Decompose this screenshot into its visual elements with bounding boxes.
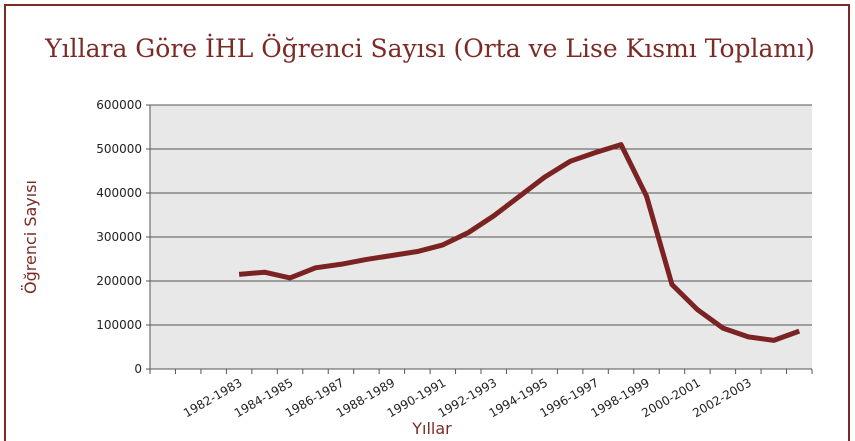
data-line [238,142,801,343]
y-tick-label: 300000 [96,230,142,244]
y-tick-label: 0 [134,362,142,376]
x-axis-label: Yıllar [411,419,452,438]
y-tick-label: 600000 [96,98,142,112]
y-tick-label: 400000 [96,186,142,200]
y-tick-label: 200000 [96,274,142,288]
y-tick-label: 500000 [96,142,142,156]
chart-title: Yıllara Göre İHL Öğrenci Sayısı (Orta ve… [44,34,815,63]
y-tick-label: 100000 [96,318,142,332]
y-axis-label: Öğrenci Sayısı [21,180,40,294]
